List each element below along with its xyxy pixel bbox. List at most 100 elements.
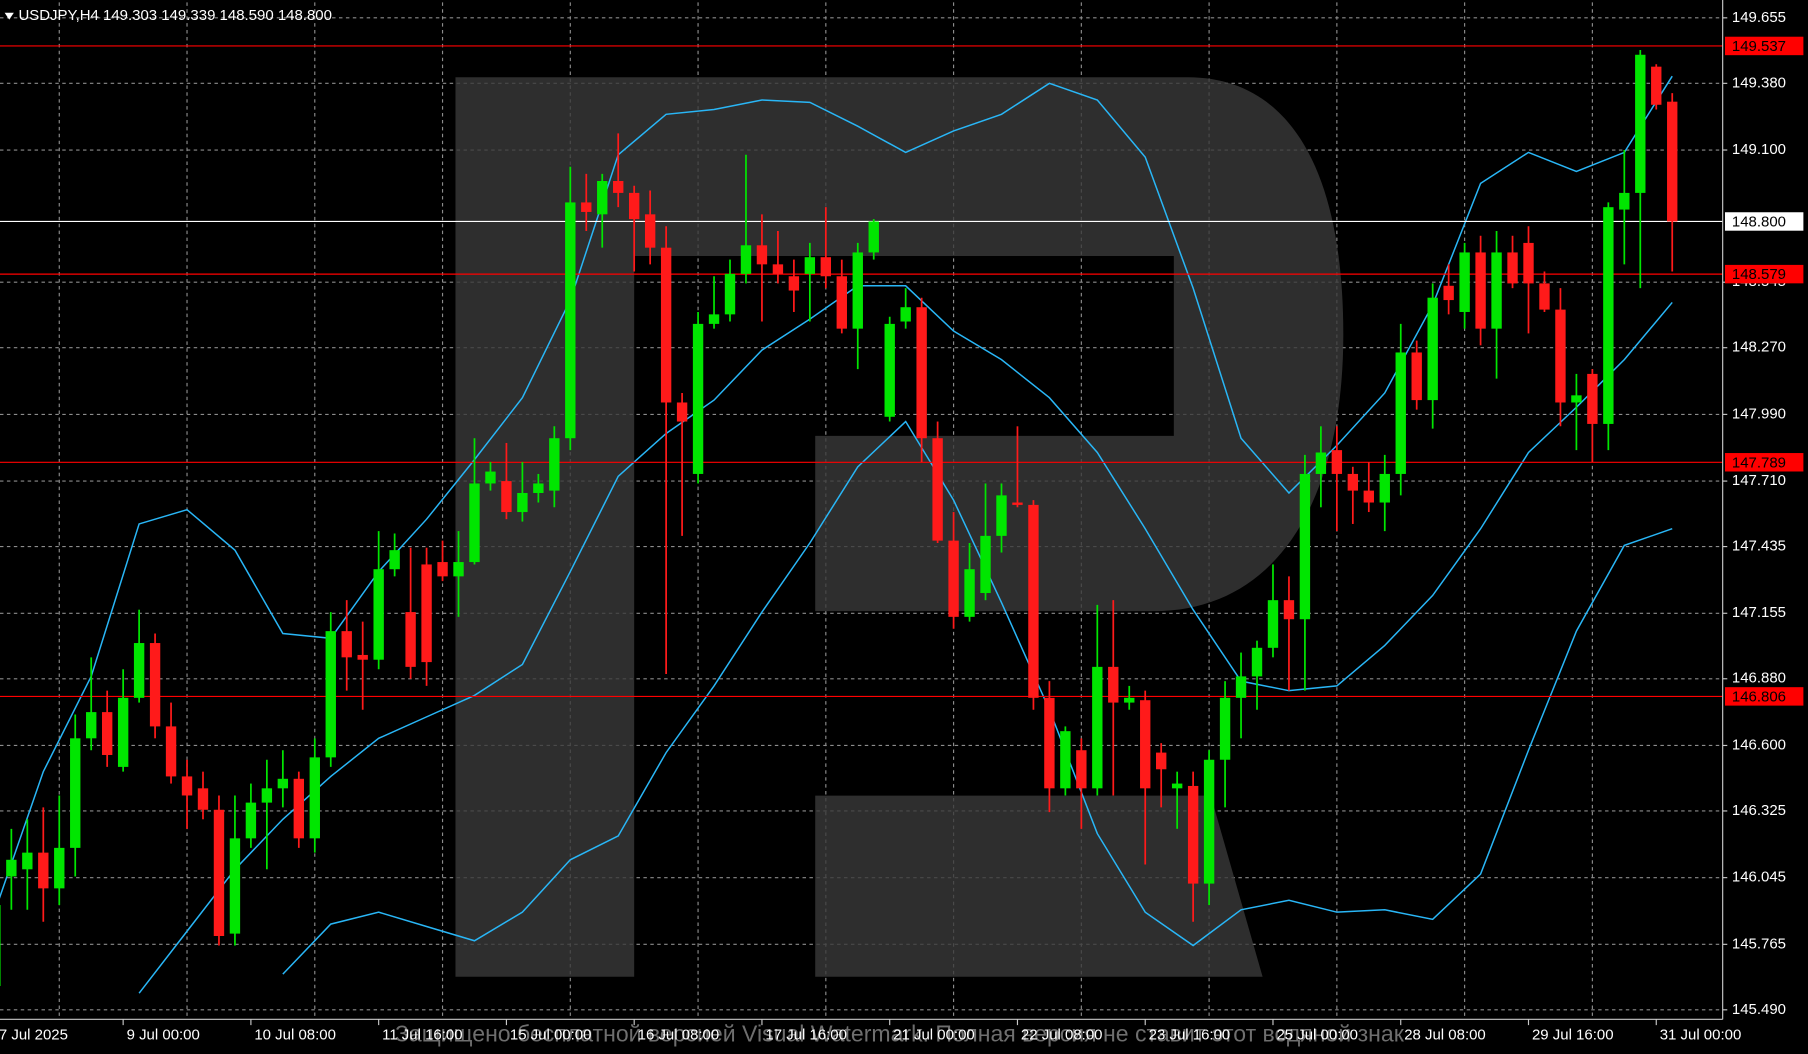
candle-body — [1571, 395, 1582, 403]
y-tick-label: 149.380 — [1732, 74, 1786, 91]
candle-body — [1427, 297, 1438, 401]
candle-body — [1587, 373, 1598, 424]
candle-body — [1028, 504, 1039, 698]
price-level-box — [1724, 264, 1804, 284]
candle-body — [1347, 473, 1359, 491]
candle-body — [1635, 54, 1646, 193]
candle-body — [133, 643, 145, 698]
y-tick-label: 146.880 — [1732, 670, 1786, 687]
x-tick-label: 15 Jul 00:00 — [510, 1026, 592, 1043]
candle-body — [293, 778, 305, 839]
logo-leg — [815, 795, 1263, 977]
candle-body — [1315, 452, 1327, 474]
y-tick-label: 147.155 — [1732, 604, 1786, 621]
candle-body — [405, 612, 416, 667]
candle-body — [852, 252, 863, 329]
candle-body — [644, 214, 656, 248]
y-tick-label: 145.490 — [1732, 1001, 1786, 1018]
candle-body — [373, 569, 384, 660]
watermark-logo — [455, 77, 1344, 977]
candle-body — [1235, 676, 1247, 698]
candle-body — [501, 481, 512, 513]
y-tick-label: 147.435 — [1732, 538, 1786, 555]
x-tick-label: 10 Jul 08:00 — [254, 1026, 336, 1043]
candle-body — [1171, 783, 1183, 789]
y-tick-label: 148.270 — [1732, 339, 1786, 356]
candle-body — [1651, 66, 1662, 105]
candle-body — [1219, 697, 1231, 760]
price-level-box — [1724, 453, 1804, 472]
candle-body — [1108, 666, 1119, 703]
candle-body — [597, 180, 608, 215]
candle-body — [213, 809, 225, 936]
candle-body — [517, 492, 528, 513]
candle-body — [884, 323, 895, 417]
candle-body — [1251, 647, 1263, 677]
candle-body — [964, 569, 975, 617]
candle-body — [70, 738, 81, 848]
candle-body — [1459, 252, 1470, 312]
candle-body — [804, 257, 816, 274]
candle-body — [38, 852, 49, 889]
price-level-box — [1724, 212, 1804, 231]
candle-body — [181, 776, 193, 796]
candle-body — [437, 562, 448, 577]
candle-body — [549, 438, 560, 491]
candle-body — [1507, 252, 1518, 284]
candle-body — [1539, 283, 1550, 310]
candle-body — [421, 564, 432, 663]
candle-body — [1140, 700, 1151, 789]
candle-body — [980, 535, 991, 594]
candle-body — [1203, 759, 1215, 884]
candle-body — [261, 788, 273, 803]
y-tick-label: 149.655 — [1732, 9, 1786, 26]
candle-body — [1491, 252, 1502, 329]
title-arrow — [4, 12, 14, 20]
x-tick-label: 22 Jul 08:00 — [1021, 1026, 1103, 1043]
candle-body — [836, 276, 847, 329]
plot-layer — [0, 45, 1723, 994]
band-line — [282, 420, 1673, 975]
candle-body — [1044, 697, 1055, 789]
x-tick-label: 31 Jul 00:00 — [1660, 1026, 1742, 1043]
candle-body — [868, 221, 879, 253]
candle-body — [1267, 600, 1279, 648]
candle-body — [628, 192, 640, 220]
candle-body — [197, 788, 209, 810]
candle-body — [996, 495, 1007, 536]
candle-body — [708, 314, 720, 324]
price-level-label: 149.537 — [1732, 38, 1786, 55]
candle-body — [1475, 252, 1486, 329]
candle-body — [1555, 309, 1566, 403]
candle-body — [6, 859, 17, 877]
candle-body — [1283, 600, 1295, 620]
candle-body — [165, 726, 177, 777]
candle-body — [581, 202, 592, 212]
candle-body — [1076, 750, 1087, 789]
x-tick-label: 11 Jul 16:00 — [382, 1026, 462, 1043]
candle-body — [932, 438, 943, 541]
candle-body — [86, 712, 97, 739]
y-tick-label: 147.990 — [1732, 405, 1786, 422]
y-tick-label: 146.600 — [1732, 736, 1786, 753]
candle-body — [1124, 697, 1135, 703]
candle-body — [1092, 666, 1103, 789]
candle-body — [565, 202, 576, 439]
candle-body — [1411, 352, 1422, 401]
band-line — [0, 75, 1673, 899]
price-level-label: 148.800 — [1732, 214, 1786, 231]
candle-body — [229, 838, 241, 934]
candle-body — [613, 180, 624, 193]
candle-body — [54, 847, 65, 889]
y-tick-label: 145.765 — [1732, 935, 1786, 952]
x-tick-label: 16 Jul 08:00 — [638, 1026, 720, 1043]
candle-body — [1012, 502, 1023, 505]
candle-body — [788, 276, 800, 291]
candle-body — [1331, 450, 1343, 474]
y-tick-label: 146.325 — [1732, 802, 1786, 819]
candle-body — [533, 483, 544, 493]
candle-body — [245, 802, 257, 839]
candle-body — [1187, 785, 1199, 884]
candle-body — [1363, 490, 1374, 503]
